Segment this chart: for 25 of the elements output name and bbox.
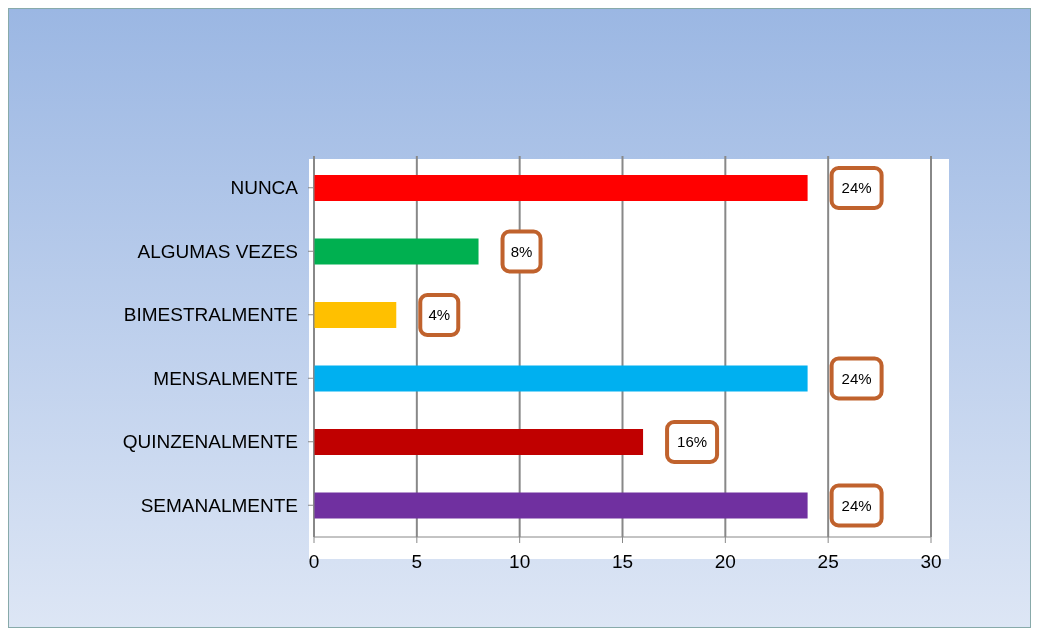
data-label: 8% bbox=[510, 242, 533, 260]
y-tick-label: QUINZENALMENTE bbox=[122, 431, 298, 453]
y-tick-label: ALGUMAS VEZES bbox=[137, 240, 298, 262]
x-tick-label: 5 bbox=[411, 551, 423, 573]
data-label: 16% bbox=[677, 433, 708, 450]
data-label: 4% bbox=[428, 306, 451, 323]
y-tick-label: SEMANALMENTE bbox=[140, 494, 298, 516]
x-tick-label: 15 bbox=[611, 551, 634, 573]
bar bbox=[314, 365, 808, 392]
x-tick-label: 0 bbox=[308, 551, 320, 573]
bar bbox=[314, 175, 808, 201]
x-tick-label: 10 bbox=[509, 551, 531, 573]
data-label: 24% bbox=[841, 179, 872, 196]
bar bbox=[314, 429, 644, 455]
data-label: 24% bbox=[841, 496, 872, 514]
x-tick-label: 30 bbox=[920, 551, 942, 573]
x-tick-label: 20 bbox=[714, 551, 736, 573]
x-tick-label: 25 bbox=[817, 551, 839, 573]
bar bbox=[314, 238, 479, 265]
bar bbox=[314, 302, 397, 328]
y-tick-label: BIMESTRALMENTE bbox=[123, 304, 298, 326]
data-label: 24% bbox=[841, 369, 872, 387]
bar bbox=[314, 492, 808, 519]
y-tick-label: NUNCA bbox=[230, 177, 299, 199]
y-tick-label: MENSALMENTE bbox=[153, 367, 298, 389]
